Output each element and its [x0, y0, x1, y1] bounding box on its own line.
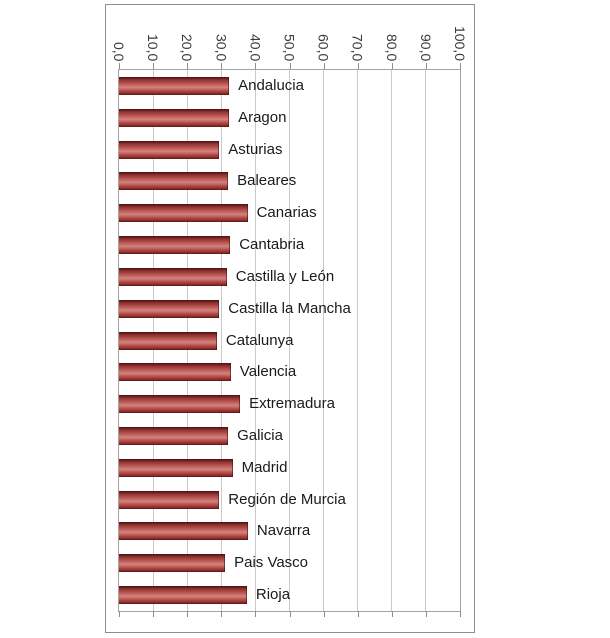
bar-label: Andalucia [238, 76, 304, 94]
gridline [357, 70, 359, 611]
axis-tick [119, 63, 120, 69]
axis-tick [255, 611, 257, 617]
axis-tick [119, 611, 120, 617]
gridline [289, 70, 290, 611]
bar [119, 363, 231, 382]
bar-label: Valencia [239, 363, 297, 381]
bar-label: Aragon [238, 108, 287, 126]
axis-tick [391, 611, 393, 617]
bar-label: Galicia [237, 427, 283, 444]
axis-tick [391, 63, 393, 69]
bar [119, 427, 229, 445]
chart-frame: Andalucia Aragon Asturias Baleares Canarias C… [105, 4, 475, 633]
bar [119, 331, 217, 350]
axis-tick-label: 100,0 [452, 25, 468, 61]
axis-tick [425, 63, 427, 69]
axis-tick-label: 20,0 [179, 33, 196, 61]
axis-tick [289, 63, 291, 69]
bar [119, 458, 233, 477]
bar [119, 554, 226, 573]
axis-tick-label: 50,0 [281, 33, 298, 61]
bar-label: Cantabria [239, 236, 305, 253]
gridline [391, 70, 393, 611]
bar-label: Pais Vasco [234, 554, 309, 572]
axis-tick [323, 611, 325, 617]
bar [119, 586, 247, 605]
axis-tick [323, 63, 325, 69]
bar-label: Región de Murcia [228, 490, 346, 508]
bar [119, 204, 248, 223]
bar-label: Asturias [228, 140, 283, 158]
bar-label: Baleares [237, 172, 297, 190]
axis-tick-label: 60,0 [315, 33, 332, 61]
bar [119, 172, 229, 191]
bar-label: Extremadura [249, 395, 335, 413]
bar [119, 140, 220, 159]
bar [119, 522, 248, 541]
axis-tick [460, 611, 461, 617]
axis-tick-label: 70,0 [349, 33, 366, 61]
axis-tick [187, 611, 189, 617]
axis-tick [187, 63, 189, 69]
gridline [254, 70, 256, 611]
axis-tick-label: 10,0 [145, 33, 162, 61]
gridline [220, 70, 222, 611]
axis-tick [357, 63, 359, 69]
bar-label: Castilla la Mancha [228, 299, 351, 317]
axis-tick [255, 63, 257, 69]
axis-tick-label: 0,0 [111, 41, 127, 61]
axis-tick [289, 611, 291, 617]
axis-tick [153, 611, 155, 617]
bar-label: Catalunya [225, 331, 294, 349]
axis-tick-label: 30,0 [213, 33, 230, 61]
axis-tick [460, 63, 461, 69]
axis-tick-label: 90,0 [417, 33, 434, 61]
bar-label: Madrid [241, 458, 288, 476]
bar [119, 76, 230, 95]
axis-tick [221, 611, 223, 617]
bar [119, 299, 220, 318]
axis-tick [221, 63, 223, 69]
bar [119, 267, 227, 286]
bar [119, 490, 220, 509]
bar-label: Castilla y León [235, 267, 335, 285]
bar-label: Rioja [255, 586, 291, 604]
plot-area: Andalucia Aragon Asturias Baleares Canarias C… [118, 69, 461, 612]
bar-label: Navarra [256, 522, 311, 540]
axis-tick [153, 63, 155, 69]
bar [119, 108, 230, 127]
axis-tick-label: 40,0 [247, 33, 264, 61]
bar-label: Canarias [256, 204, 317, 222]
gridline [425, 70, 427, 611]
bar [119, 395, 241, 414]
axis-tick [357, 611, 359, 617]
gridline [323, 70, 325, 611]
bar [119, 236, 231, 254]
axis-tick [425, 611, 427, 617]
axis-tick-label: 80,0 [383, 33, 400, 61]
